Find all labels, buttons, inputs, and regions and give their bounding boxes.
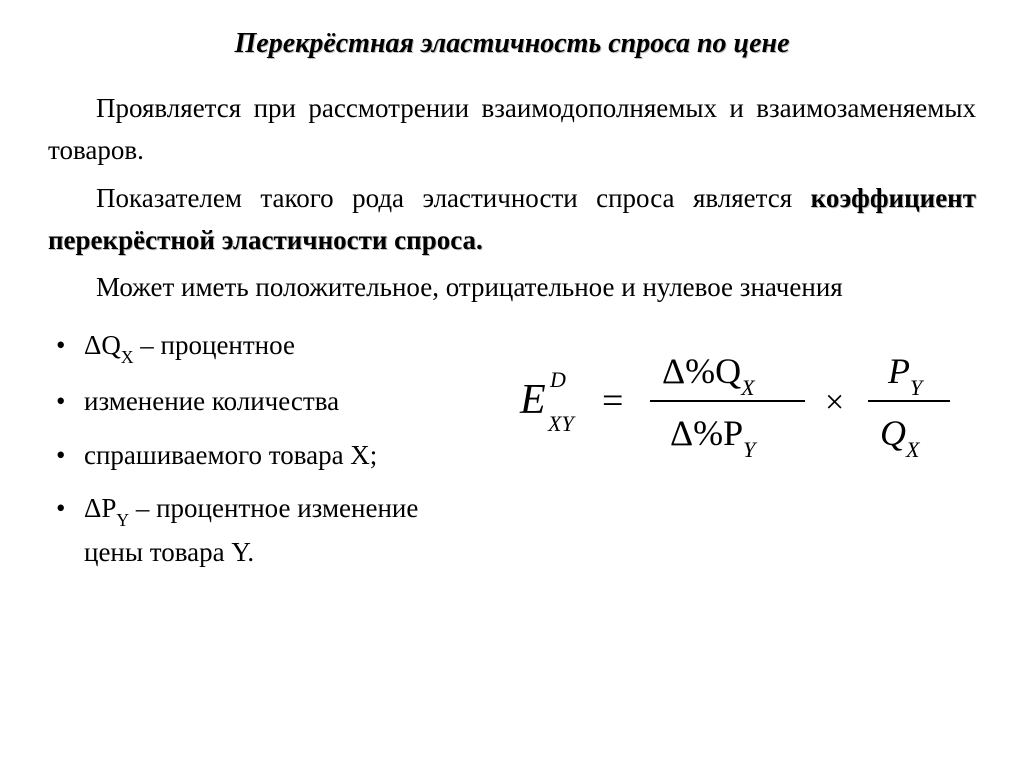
bullet1-sub: X bbox=[121, 347, 134, 367]
paragraph-2-text: Показателем такого рода эластичности спр… bbox=[96, 183, 811, 213]
frac1-num: Δ%QX bbox=[662, 351, 756, 400]
list-item: ΔQX – процентное bbox=[48, 319, 478, 375]
frac2-num: PY bbox=[887, 351, 925, 400]
formula-E-sup: D bbox=[549, 367, 566, 392]
list-item: спрашиваемого товара X; bbox=[48, 429, 478, 483]
bullet4-post: – процентное изменение цены товара Y. bbox=[84, 493, 418, 567]
bullet4-pre: ΔP bbox=[84, 493, 116, 523]
document-page: Перекрёстная эластичность спроса по цене… bbox=[0, 0, 1024, 600]
list-item: изменение количества bbox=[48, 375, 478, 429]
lower-section: ΔQX – процентное изменение количества сп… bbox=[48, 319, 976, 580]
frac1-den: Δ%PY bbox=[670, 413, 758, 462]
bullet4-sub: Y bbox=[116, 510, 129, 530]
frac2-den: QX bbox=[880, 413, 921, 462]
paragraph-3: Может иметь положительное, отрицательное… bbox=[48, 267, 976, 309]
page-title: Перекрёстная эластичность спроса по цене bbox=[48, 28, 976, 60]
bullet1-pre: ΔQ bbox=[84, 330, 121, 360]
list-item: ΔPY – процентное изменение цены товара Y… bbox=[48, 482, 478, 579]
formula-eq: = bbox=[602, 380, 623, 422]
formula-svg: E D XY = Δ%QX Δ%PY × bbox=[500, 331, 1020, 471]
formula-E-sub: XY bbox=[547, 411, 576, 436]
formula-block: E D XY = Δ%QX Δ%PY × bbox=[500, 331, 1020, 471]
formula-E: E bbox=[519, 377, 546, 423]
bullet1-post: – процентное bbox=[134, 330, 295, 360]
bullet-list: ΔQX – процентное изменение количества сп… bbox=[48, 319, 478, 580]
formula-times: × bbox=[825, 384, 844, 421]
paragraph-1: Проявляется при рассмотрении взаимодопол… bbox=[48, 88, 976, 172]
paragraph-2: Показателем такого рода эластичности спр… bbox=[48, 178, 976, 262]
